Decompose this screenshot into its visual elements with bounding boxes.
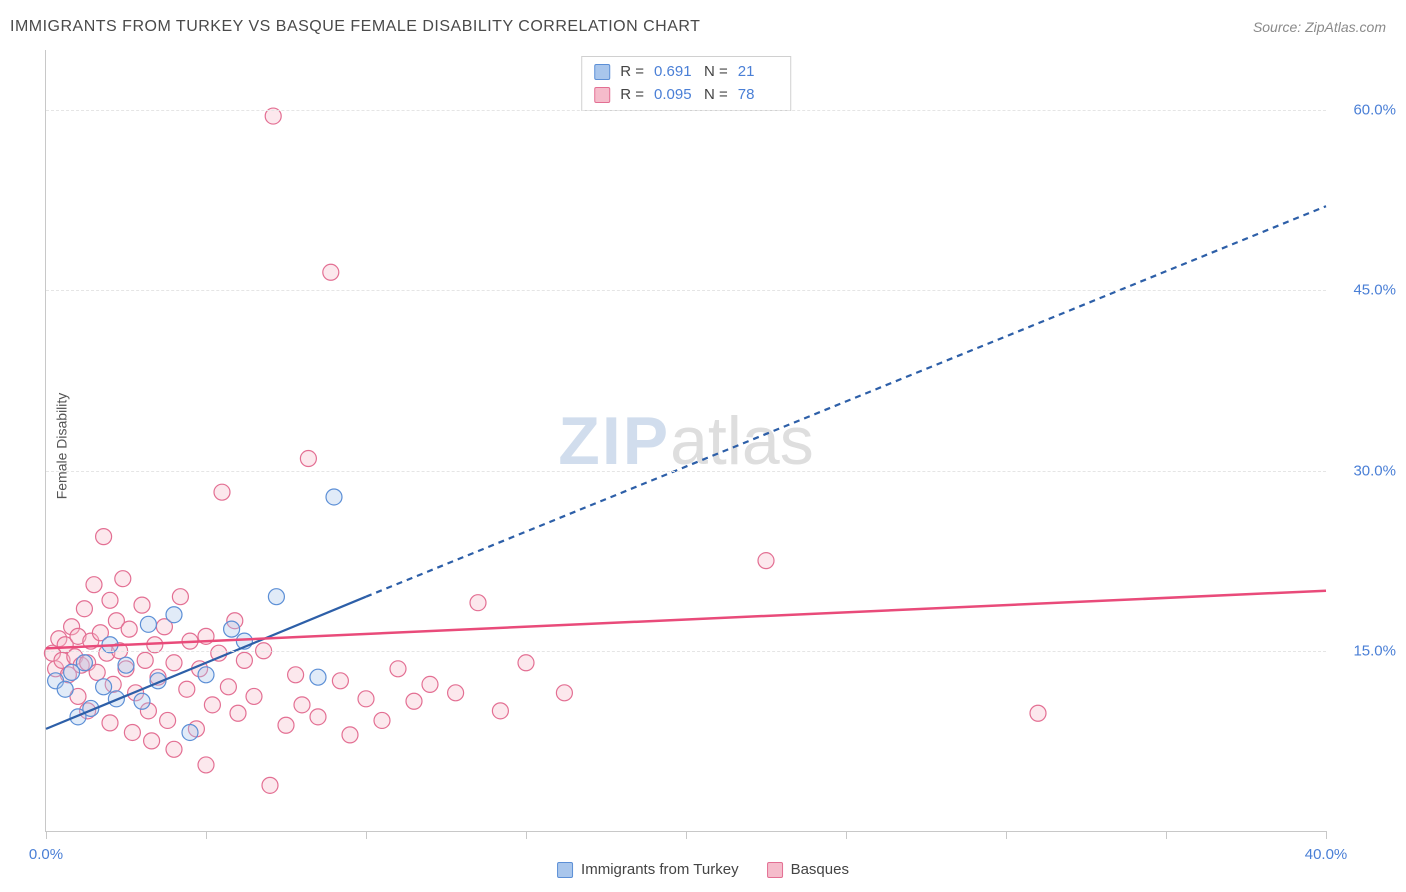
correlation-legend: R = 0.691 N = 21 R = 0.095 N = 78: [581, 56, 791, 111]
legend-item-turkey: Immigrants from Turkey: [557, 861, 739, 878]
scatter-point: [236, 652, 252, 668]
scatter-point: [470, 595, 486, 611]
scatter-point: [140, 616, 156, 632]
swatch-basques: [594, 87, 610, 103]
scatter-point: [268, 589, 284, 605]
legend-row-turkey: R = 0.691 N = 21: [594, 61, 778, 84]
scatter-point: [406, 693, 422, 709]
y-tick-label: 30.0%: [1353, 462, 1396, 479]
swatch-turkey: [594, 64, 610, 80]
y-tick-label: 45.0%: [1353, 282, 1396, 299]
scatter-point: [390, 661, 406, 677]
source-attribution: Source: ZipAtlas.com: [1253, 19, 1386, 35]
scatter-point: [96, 529, 112, 545]
x-tick: [1006, 831, 1007, 839]
gridline-h: [46, 651, 1326, 652]
scatter-point: [134, 693, 150, 709]
scatter-point: [204, 697, 220, 713]
scatter-point: [76, 655, 92, 671]
scatter-point: [300, 451, 316, 467]
scatter-point: [118, 657, 134, 673]
scatter-point: [182, 724, 198, 740]
scatter-point: [1030, 705, 1046, 721]
chart-header: IMMIGRANTS FROM TURKEY VS BASQUE FEMALE …: [0, 0, 1406, 44]
scatter-point: [198, 667, 214, 683]
scatter-point: [262, 777, 278, 793]
gridline-h: [46, 110, 1326, 111]
scatter-point: [86, 577, 102, 593]
scatter-point: [294, 697, 310, 713]
legend-label-basques: Basques: [791, 861, 849, 878]
scatter-point: [102, 715, 118, 731]
legend-row-basques: R = 0.095 N = 78: [594, 84, 778, 107]
scatter-point: [422, 676, 438, 692]
x-tick-label: 40.0%: [1305, 846, 1348, 863]
scatter-chart: ZIPatlas R = 0.691 N = 21 R = 0.095 N = …: [45, 50, 1326, 832]
scatter-point: [288, 667, 304, 683]
scatter-point: [332, 673, 348, 689]
legend-item-basques: Basques: [767, 861, 849, 878]
scatter-point: [230, 705, 246, 721]
y-tick-label: 60.0%: [1353, 102, 1396, 119]
scatter-point: [342, 727, 358, 743]
y-tick-label: 15.0%: [1353, 642, 1396, 659]
scatter-point: [166, 607, 182, 623]
legend-label-turkey: Immigrants from Turkey: [581, 861, 739, 878]
scatter-point: [278, 717, 294, 733]
scatter-point: [179, 681, 195, 697]
x-tick-label: 0.0%: [29, 846, 63, 863]
scatter-point: [57, 681, 73, 697]
scatter-point: [166, 741, 182, 757]
scatter-point: [374, 712, 390, 728]
series-legend: Immigrants from Turkey Basques: [557, 861, 849, 878]
scatter-point: [134, 597, 150, 613]
chart-title: IMMIGRANTS FROM TURKEY VS BASQUE FEMALE …: [10, 18, 700, 36]
scatter-point: [326, 489, 342, 505]
scatter-point: [144, 733, 160, 749]
scatter-point: [492, 703, 508, 719]
scatter-point: [310, 709, 326, 725]
gridline-h: [46, 471, 1326, 472]
scatter-point: [124, 724, 140, 740]
gridline-h: [46, 290, 1326, 291]
scatter-point: [220, 679, 236, 695]
x-tick: [846, 831, 847, 839]
trend-line-dashed: [366, 206, 1326, 597]
scatter-point: [246, 688, 262, 704]
scatter-point: [310, 669, 326, 685]
scatter-point: [137, 652, 153, 668]
x-tick: [1326, 831, 1327, 839]
scatter-point: [448, 685, 464, 701]
x-tick: [526, 831, 527, 839]
scatter-point: [172, 589, 188, 605]
swatch-turkey-icon: [557, 862, 573, 878]
scatter-point: [758, 553, 774, 569]
scatter-point: [160, 712, 176, 728]
scatter-point: [556, 685, 572, 701]
scatter-point: [102, 592, 118, 608]
scatter-point: [166, 655, 182, 671]
scatter-point: [198, 757, 214, 773]
scatter-point: [76, 601, 92, 617]
swatch-basques-icon: [767, 862, 783, 878]
scatter-point: [96, 679, 112, 695]
x-tick: [206, 831, 207, 839]
scatter-point: [214, 484, 230, 500]
x-tick: [366, 831, 367, 839]
scatter-point: [121, 621, 137, 637]
x-tick: [686, 831, 687, 839]
scatter-point: [323, 264, 339, 280]
scatter-point: [115, 571, 131, 587]
plot-svg: [46, 50, 1326, 831]
scatter-point: [358, 691, 374, 707]
scatter-point: [224, 621, 240, 637]
x-tick: [46, 831, 47, 839]
scatter-point: [518, 655, 534, 671]
x-tick: [1166, 831, 1167, 839]
